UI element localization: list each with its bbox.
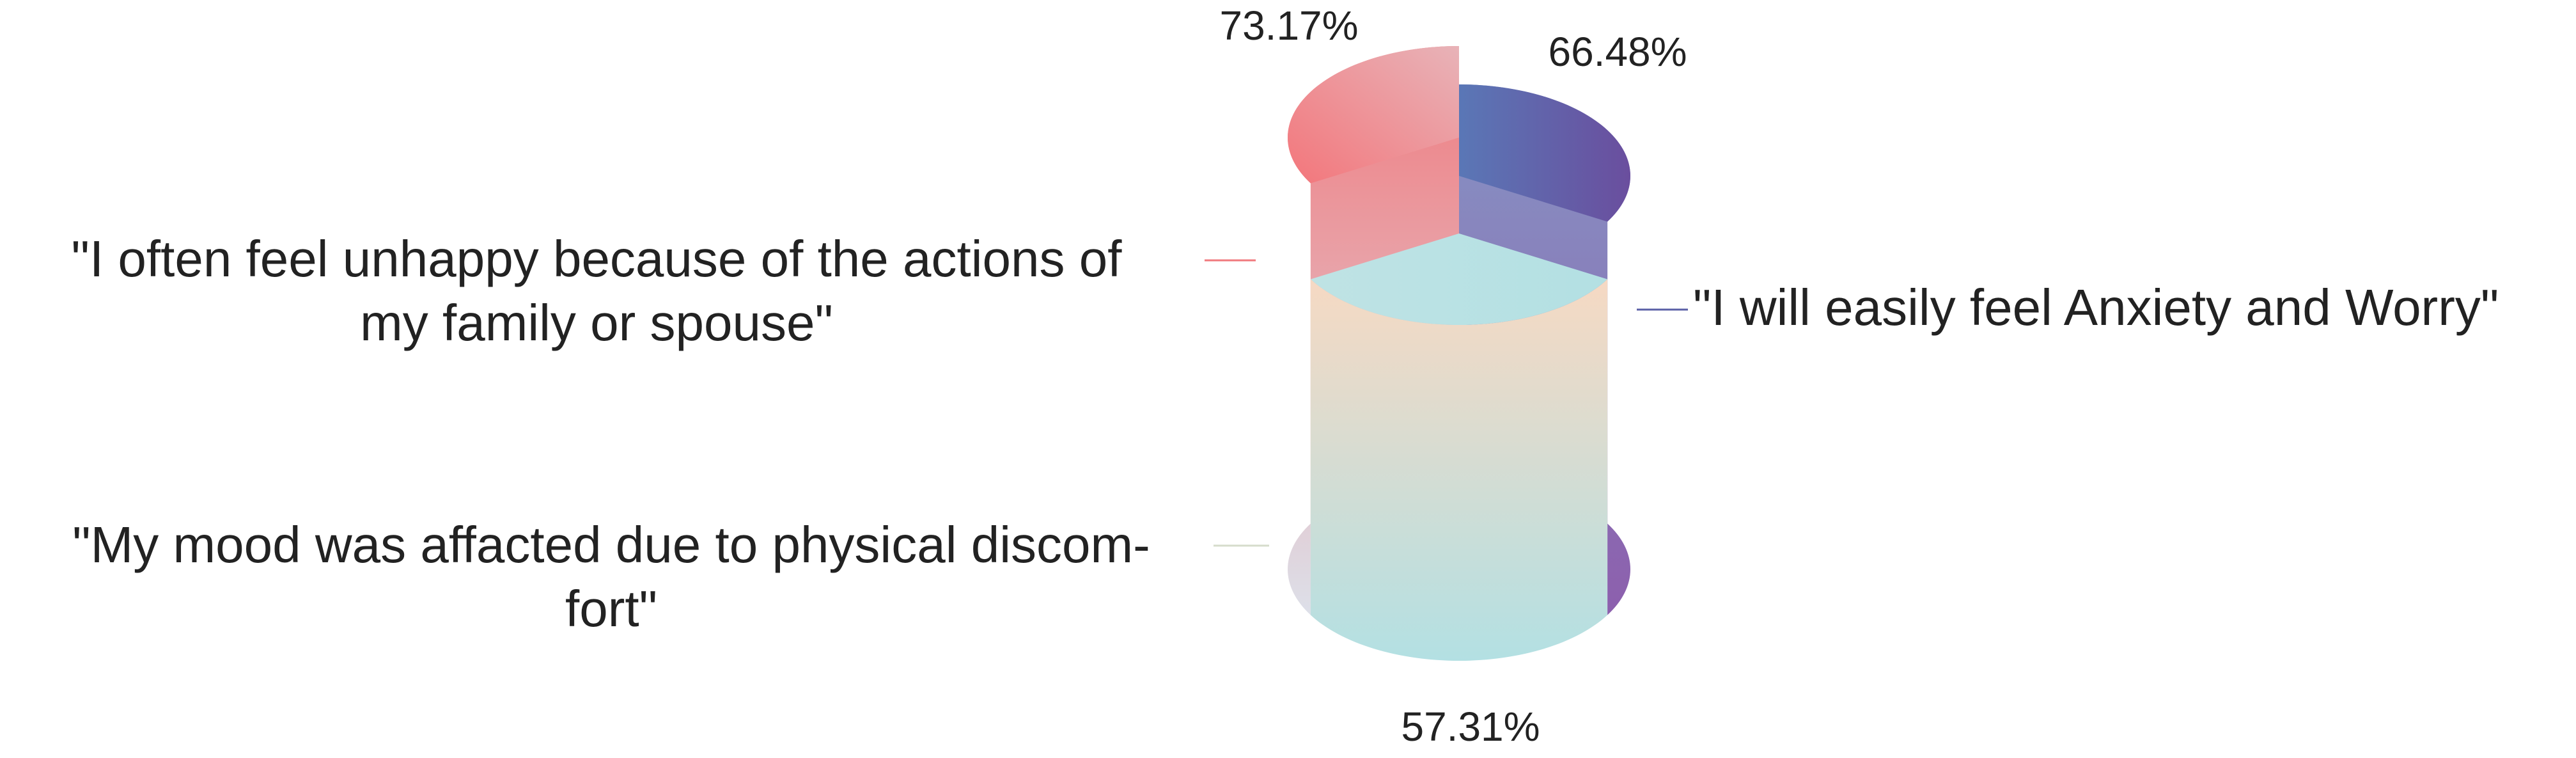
category-label-physical-discomfort-line2: fort" xyxy=(565,580,657,637)
slice-side-physical-discomfort xyxy=(1310,279,1608,661)
category-label-family-spouse-line1: "I often feel unhappy because of the act… xyxy=(72,230,1123,287)
value-label-physical-discomfort: 57.31% xyxy=(1401,704,1540,750)
slice-top-physical-discomfort xyxy=(1310,233,1608,325)
category-label-physical-discomfort-line1: "My mood was affacted due to physical di… xyxy=(72,516,1150,573)
category-label-anxiety: "I will easily feel Anxiety and Worry" xyxy=(1693,279,2499,336)
slice-top-anxiety xyxy=(1459,84,1630,222)
category-label-family-spouse-line2: my family or spouse" xyxy=(360,294,833,351)
value-label-family-spouse: 73.17% xyxy=(1219,3,1358,49)
slice-top-family-spouse xyxy=(1288,45,1459,184)
value-label-anxiety: 66.48% xyxy=(1548,29,1687,75)
